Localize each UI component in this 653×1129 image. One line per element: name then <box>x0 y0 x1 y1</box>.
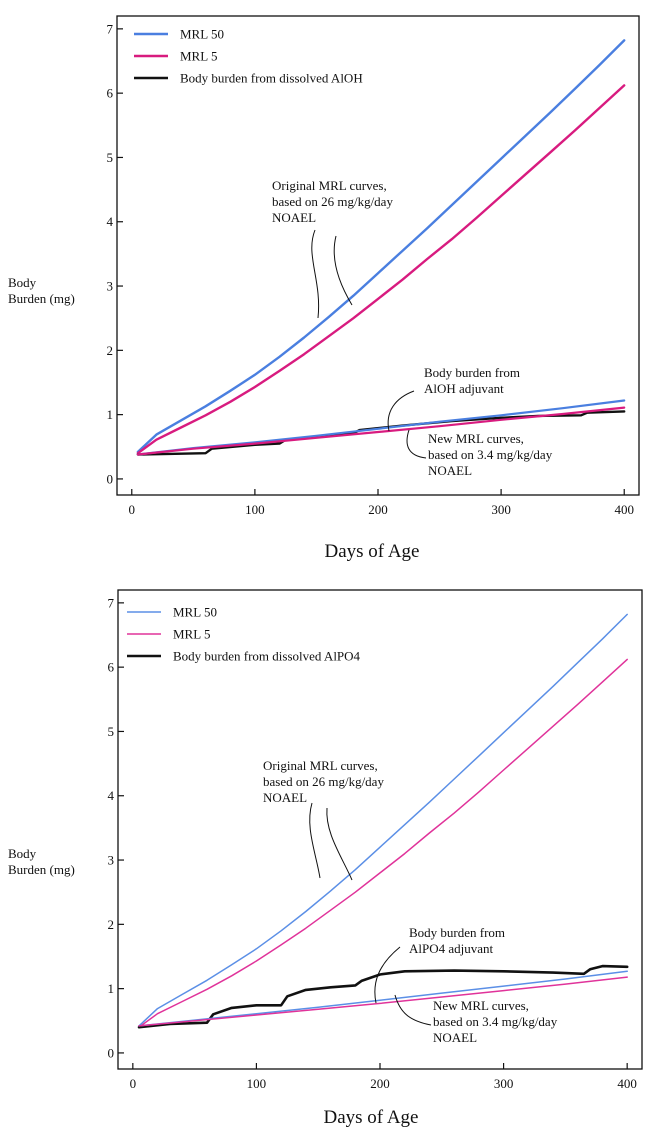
annotation-leader <box>309 802 321 879</box>
y-tick-label: 2 <box>107 343 114 358</box>
annotation-text: Original MRL curves, <box>263 758 378 773</box>
y-tick-label: 7 <box>107 21 114 36</box>
annotation-leader <box>394 994 432 1026</box>
annotation-text: based on 26 mg/kg/day <box>263 774 384 789</box>
x-tick-label: 300 <box>491 502 511 517</box>
x-tick-label: 200 <box>370 1076 390 1091</box>
x-axis-label: Days of Age <box>324 1107 419 1128</box>
y-tick-label: 1 <box>108 981 115 996</box>
x-tick-label: 100 <box>245 502 265 517</box>
annotation-leader <box>406 429 427 459</box>
annotation-leader <box>311 229 320 319</box>
series-mrl-50-line <box>136 39 626 454</box>
y-tick-label: 0 <box>108 1045 115 1060</box>
annotation-text: NOAEL <box>272 210 316 225</box>
x-tick-label: 300 <box>494 1076 514 1091</box>
y-tick-label: 6 <box>107 86 114 101</box>
annotation-text: Original MRL curves, <box>272 178 387 193</box>
series-mrl-5-line <box>136 84 626 455</box>
annotation-text: based on 3.4 mg/kg/day <box>433 1014 558 1029</box>
annotation-text: New MRL curves, <box>433 998 529 1013</box>
annotation-text: NOAEL <box>263 790 307 805</box>
series-4-line <box>138 976 628 1027</box>
x-tick-label: 0 <box>130 1076 137 1091</box>
legend-label: MRL 5 <box>173 627 210 642</box>
annotation-text: based on 3.4 mg/kg/day <box>428 447 553 462</box>
series-mrl-50-line <box>138 613 628 1027</box>
x-tick-label: 0 <box>129 502 136 517</box>
y-axis-label: Burden (mg) <box>8 291 75 306</box>
legend-label: Body burden from dissolved AlPO4 <box>173 649 361 664</box>
y-axis-label: Body <box>8 846 37 861</box>
x-tick-label: 200 <box>368 502 388 517</box>
annotation-text: Body burden from <box>424 365 520 380</box>
x-tick-label: 400 <box>617 1076 637 1091</box>
series-body-burden-from-dissolved-alpo4-line <box>137 964 629 1029</box>
y-tick-label: 4 <box>108 788 115 803</box>
annotation-leader <box>333 235 353 306</box>
y-tick-label: 4 <box>107 214 114 229</box>
series-mrl-5-line <box>138 658 628 1028</box>
legend-label: Body burden from dissolved AlOH <box>180 71 363 86</box>
legend-label: MRL 5 <box>180 49 217 64</box>
annotation-text: Body burden from <box>409 925 505 940</box>
legend-label: MRL 50 <box>173 605 217 620</box>
annotation-text: New MRL curves, <box>428 431 524 446</box>
y-tick-label: 7 <box>108 595 115 610</box>
y-tick-label: 0 <box>107 471 114 486</box>
annotation-leader <box>387 390 415 432</box>
annotation-text: based on 26 mg/kg/day <box>272 194 393 209</box>
y-tick-label: 5 <box>107 150 114 165</box>
y-axis-label: Body <box>8 275 37 290</box>
y-tick-label: 5 <box>108 724 115 739</box>
y-tick-label: 3 <box>107 279 114 294</box>
series-4-line <box>136 406 626 456</box>
annotation-text: AlOH adjuvant <box>424 381 504 396</box>
x-tick-label: 100 <box>247 1076 267 1091</box>
y-tick-label: 6 <box>108 660 115 675</box>
annotation-text: NOAEL <box>428 463 472 478</box>
legend-label: MRL 50 <box>180 27 224 42</box>
y-axis-label: Burden (mg) <box>8 862 75 877</box>
annotation-text: NOAEL <box>433 1030 477 1045</box>
series-3-line <box>138 970 628 1027</box>
annotation-text: AlPO4 adjuvant <box>409 941 494 956</box>
x-tick-label: 400 <box>614 502 634 517</box>
annotation-leader <box>374 946 401 1004</box>
y-tick-label: 1 <box>107 407 114 422</box>
y-tick-label: 3 <box>108 853 115 868</box>
x-axis-label: Days of Age <box>325 541 420 562</box>
annotation-leader <box>326 807 353 881</box>
plot-frame <box>116 15 640 496</box>
y-tick-label: 2 <box>108 917 115 932</box>
